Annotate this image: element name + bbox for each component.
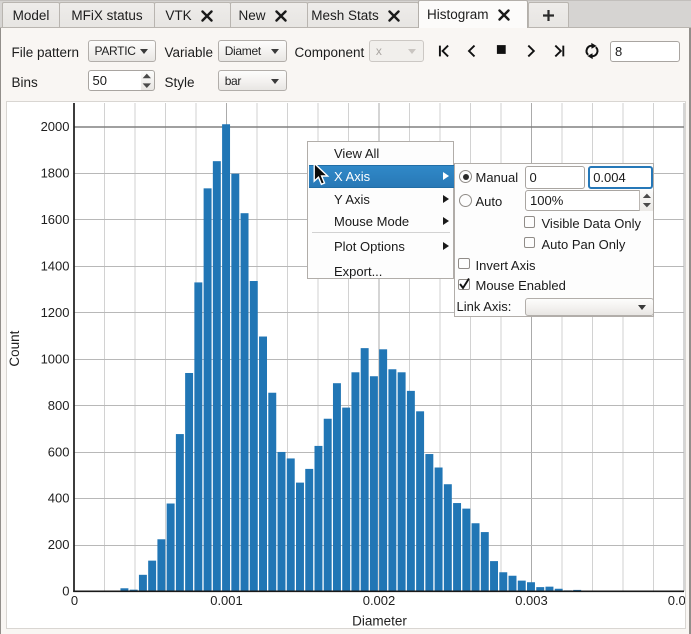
svg-text:Diameter: Diameter [352,614,407,629]
svg-text:0.004: 0.004 [668,593,685,608]
svg-text:1200: 1200 [41,305,70,320]
svg-text:1400: 1400 [41,259,70,274]
svg-text:0.001: 0.001 [210,593,243,608]
svg-text:0.002: 0.002 [363,593,396,608]
svg-text:200: 200 [48,537,70,552]
svg-text:Count: Count [7,330,22,366]
svg-text:1600: 1600 [41,212,70,227]
svg-text:0: 0 [71,593,78,608]
svg-text:1000: 1000 [41,351,70,366]
svg-text:0: 0 [62,584,69,599]
svg-text:0.003: 0.003 [515,593,548,608]
svg-text:2000: 2000 [41,119,70,134]
svg-text:800: 800 [48,398,70,413]
svg-text:1800: 1800 [41,166,70,181]
svg-text:600: 600 [48,444,70,459]
svg-text:400: 400 [48,491,70,506]
